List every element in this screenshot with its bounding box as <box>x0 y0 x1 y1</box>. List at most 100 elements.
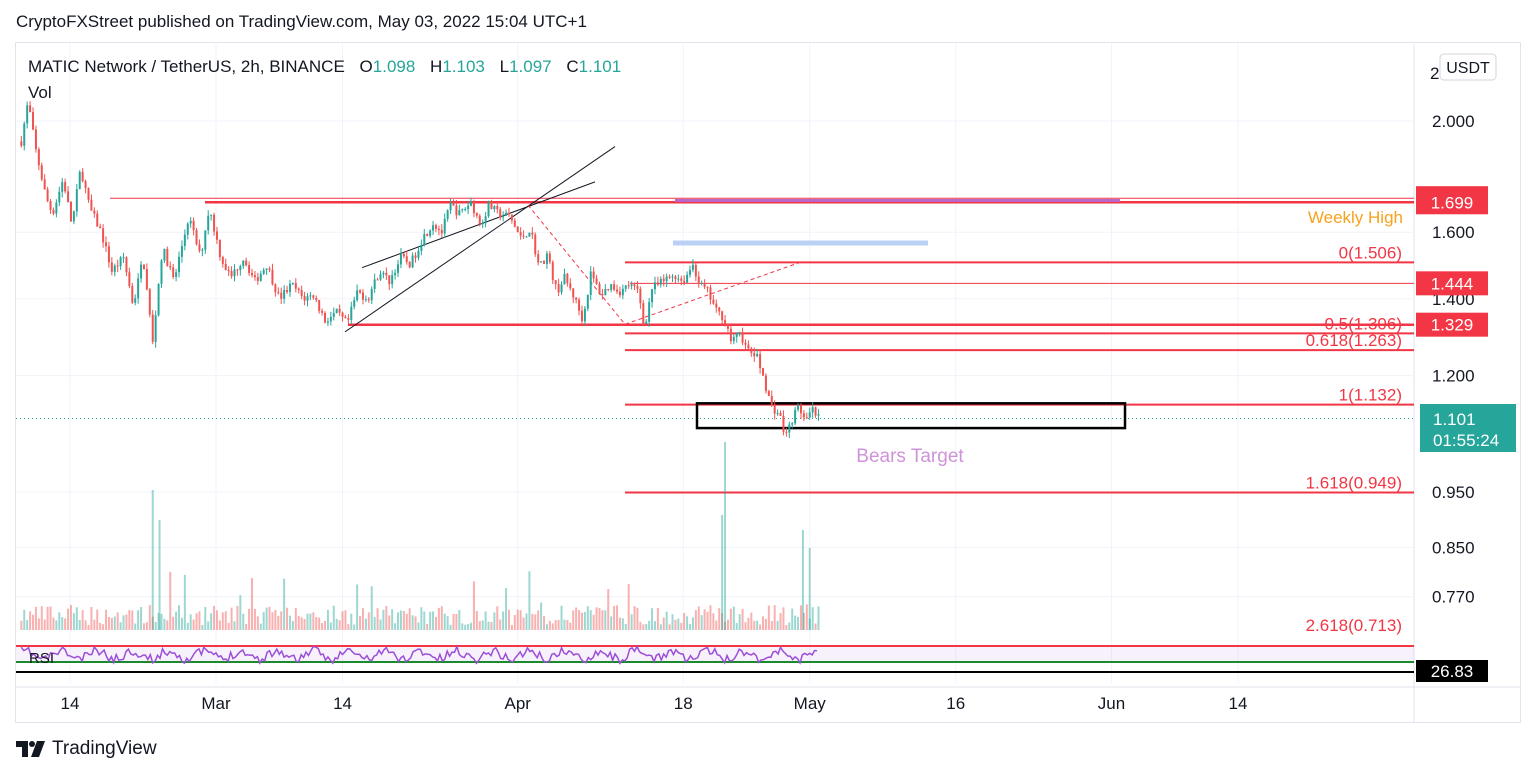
candle-body <box>747 344 750 349</box>
volume-bar <box>69 605 72 630</box>
candle <box>601 288 604 300</box>
candle-body <box>741 332 744 343</box>
candle <box>367 296 370 303</box>
volume-bar <box>598 607 601 630</box>
candle <box>128 267 131 289</box>
candle <box>493 205 496 213</box>
candle <box>680 275 683 286</box>
candle <box>408 261 411 269</box>
volume-bar <box>697 606 700 630</box>
candle <box>233 264 236 282</box>
candle <box>732 334 735 345</box>
volume-bar <box>34 606 37 630</box>
volume-bar <box>55 620 58 630</box>
volume-bar <box>580 612 583 630</box>
candle <box>595 274 598 285</box>
volume-bar <box>522 617 525 630</box>
candle-body <box>215 231 218 240</box>
volume-bar <box>221 612 224 630</box>
volume-bar <box>770 621 773 630</box>
candle <box>505 209 508 216</box>
candle-body <box>87 188 90 200</box>
volume-bar <box>548 620 551 630</box>
volume-bar <box>461 623 464 630</box>
drawings-layer[interactable] <box>344 146 1127 430</box>
volume-bar <box>817 606 820 630</box>
candle-body <box>116 265 119 267</box>
volume-bar <box>741 609 744 630</box>
candle <box>583 305 586 326</box>
volume-bar <box>224 611 227 630</box>
candle <box>762 367 765 376</box>
volume-bar <box>43 619 46 630</box>
volume-bar <box>554 620 557 630</box>
candle-body <box>735 333 738 337</box>
volume-bar <box>110 617 113 630</box>
currency-button[interactable]: USDT <box>1439 53 1497 81</box>
candle <box>563 268 566 285</box>
volume-bar <box>481 620 484 630</box>
channel-lower-line <box>361 181 596 269</box>
candle-body <box>718 307 721 312</box>
tradingview-logo[interactable]: TradingView <box>16 738 157 760</box>
candle-body <box>204 230 207 250</box>
volume-bar <box>99 622 102 630</box>
time-axis[interactable]: 14 Mar 14 Apr 18 May 16 Jun 14 <box>61 694 1248 713</box>
volume-bar <box>779 613 782 630</box>
volume-bar <box>467 623 470 630</box>
time-tick-label: 16 <box>946 694 965 713</box>
candle <box>385 267 388 280</box>
grid-lines <box>16 44 1520 722</box>
volume-bars <box>20 442 820 630</box>
candle-body <box>750 348 753 353</box>
volume-bar <box>502 611 505 630</box>
candle <box>131 282 134 304</box>
candle-body <box>551 262 554 281</box>
volume-bar <box>785 624 788 630</box>
time-tick-label: 14 <box>333 694 352 713</box>
candle <box>528 232 531 237</box>
fib-anchor-line <box>527 204 801 325</box>
candle-body <box>253 275 256 278</box>
candle <box>694 262 697 282</box>
candle-body <box>610 284 613 290</box>
volume-bar <box>721 613 724 630</box>
candle-body <box>589 271 592 295</box>
volume-bar <box>318 617 321 630</box>
volume-bar <box>487 621 490 630</box>
candle-body <box>213 214 216 232</box>
volume-bar <box>356 584 359 630</box>
candle <box>37 147 40 171</box>
legend-low-label: L <box>500 57 509 76</box>
candle <box>683 275 686 286</box>
volume-bar <box>519 610 522 630</box>
candle-body <box>230 271 233 277</box>
volume-bar <box>417 622 420 630</box>
volume-bar <box>338 620 341 630</box>
volume-bar <box>379 619 382 630</box>
volume-bar <box>157 612 160 630</box>
candle <box>224 258 227 271</box>
volume-bar <box>367 612 370 630</box>
volume-bar <box>61 617 64 630</box>
candle <box>531 227 534 239</box>
volume-bar <box>653 621 656 630</box>
volume-bar <box>426 623 429 630</box>
time-tick-label: Jun <box>1098 694 1125 713</box>
legend-low-value: 1.097 <box>509 57 552 76</box>
candle-body <box>569 283 572 289</box>
candle <box>236 268 239 276</box>
price-label-text: 1.329 <box>1431 316 1474 335</box>
volume-bar <box>329 622 332 630</box>
candle-body <box>145 268 148 290</box>
candle-body <box>148 289 151 315</box>
candle-body <box>440 229 443 234</box>
candle <box>677 274 680 283</box>
bears-target-box[interactable] <box>695 402 1127 430</box>
candle <box>575 297 578 304</box>
candle <box>662 274 665 287</box>
volume-bar <box>759 624 762 630</box>
candle <box>332 307 335 321</box>
